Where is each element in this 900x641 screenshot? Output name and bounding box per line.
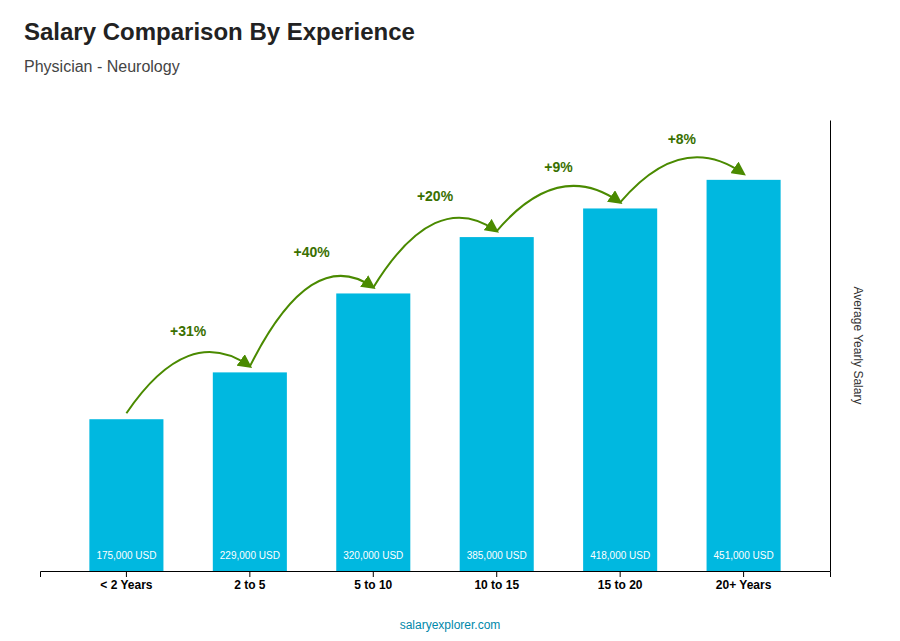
annotations: +31% +40% +20% +9% +8%: [126, 131, 743, 413]
change-arrow: [126, 352, 249, 413]
x-tick-label: 2 to 5: [234, 578, 266, 592]
change-label: +40%: [293, 244, 330, 260]
plot: < 2 Years 2 to 5 5 to 10 10 to 15 15 to 20 20…: [41, 121, 831, 592]
x-tick: 10 to 15: [474, 571, 519, 592]
title: Salary Comparison By Experience: [24, 18, 415, 45]
data-label: 418,000 USD: [590, 550, 650, 561]
data-label: 320,000 USD: [343, 550, 403, 561]
bar: [213, 372, 287, 571]
x-tick: < 2 Years: [100, 571, 152, 592]
x-tick-mark: [126, 571, 127, 577]
change-label: +31%: [170, 323, 207, 339]
x-tick-mark: [496, 571, 497, 577]
change-arrow: [373, 218, 496, 288]
bar: [460, 237, 534, 571]
change-arrow: [250, 276, 373, 367]
x-tick-mark: [743, 571, 744, 577]
bars: [89, 180, 780, 571]
chart: Salary Comparison By Experience Physician…: [0, 0, 900, 641]
y-axis: [830, 121, 831, 572]
y-axis-line: [830, 121, 831, 572]
x-tick-mark: [249, 571, 250, 577]
data-label: 451,000 USD: [714, 550, 774, 561]
y-axis-title: Average Yearly Salary: [851, 287, 865, 405]
x-tick-mark: [373, 571, 374, 577]
x-tick-label: 10 to 15: [474, 578, 519, 592]
x-tick-label: 15 to 20: [598, 578, 643, 592]
x-tick: 2 to 5: [234, 571, 266, 592]
change-label: +8%: [668, 131, 697, 147]
subtitle: Physician - Neurology: [24, 58, 180, 75]
data-label: 229,000 USD: [220, 550, 280, 561]
x-tick: 20+ Years: [716, 571, 772, 592]
bar: [583, 208, 657, 571]
bar: [707, 180, 781, 571]
change-label: +9%: [544, 159, 573, 175]
x-tick: 5 to 10: [354, 571, 392, 592]
change-arrow: [497, 186, 620, 231]
data-labels: 175,000 USD 229,000 USD 320,000 USD 385,000…: [96, 550, 773, 561]
x-tick: 15 to 20: [598, 571, 643, 592]
bar: [336, 293, 410, 571]
x-tick-label: < 2 Years: [100, 578, 152, 592]
data-label: 175,000 USD: [96, 550, 156, 561]
x-tick-label: 5 to 10: [354, 578, 392, 592]
footer: salaryexplorer.com: [400, 618, 501, 632]
data-label: 385,000 USD: [467, 550, 527, 561]
bar: [89, 419, 163, 571]
x-tick-label: 20+ Years: [716, 578, 772, 592]
x-tick-mark: [620, 571, 621, 577]
x-axis-line: [41, 572, 831, 578]
change-label: +20%: [417, 188, 454, 204]
x-axis: < 2 Years 2 to 5 5 to 10 10 to 15 15 to 20 20…: [41, 571, 831, 592]
change-arrow: [620, 157, 743, 202]
